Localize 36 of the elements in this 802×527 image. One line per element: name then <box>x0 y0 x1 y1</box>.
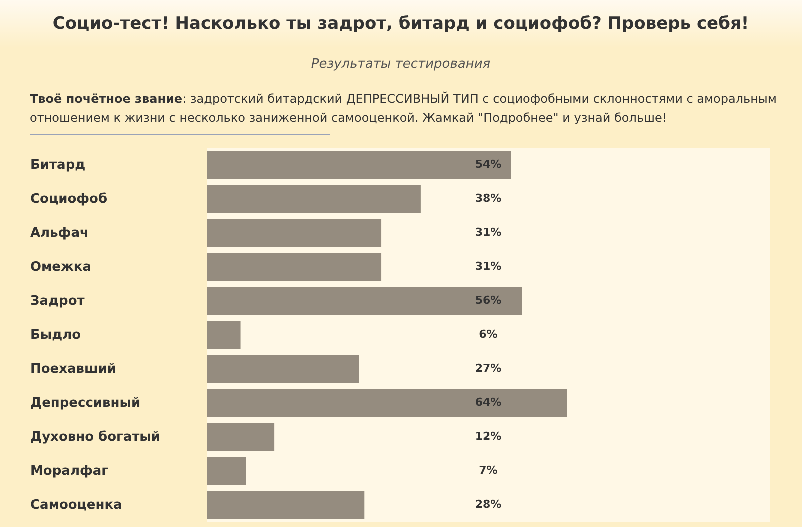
bar <box>207 389 568 417</box>
y-tick-label: Моралфаг <box>30 464 109 479</box>
bar <box>207 423 275 451</box>
data-label: 27% <box>475 362 502 375</box>
bar <box>207 321 241 349</box>
bar <box>207 185 421 213</box>
data-label: 56% <box>475 294 502 307</box>
y-tick-label: Самооценка <box>30 498 122 513</box>
bar <box>207 253 382 281</box>
chart-subtitle: Результаты тестирования <box>310 57 492 72</box>
chart-title: Социо-тест! Насколько ты задрот, битард и социофоб? Проверь себя! <box>52 14 750 34</box>
y-tick-label: Поехавший <box>30 362 117 377</box>
bar <box>207 491 365 519</box>
y-tick-label: Социофоб <box>30 192 108 207</box>
bar <box>207 151 512 179</box>
data-label: 28% <box>475 498 502 511</box>
y-tick-label: Битард <box>30 158 86 173</box>
y-tick-label: Задрот <box>30 294 86 309</box>
text: Твоё почётное звание: задротский битардский ДЕПРЕССИВНЫЙ ТИП с социофобными склонностями с аморальным отношением к жизни с несколько заниженной самооценкой. Жамкай "Подробнее" и узнай больше! <box>30 90 778 127</box>
data-label: 31% <box>475 226 502 239</box>
y-tick-label: Депрессивный <box>30 396 141 411</box>
bar <box>207 219 382 247</box>
bar <box>207 355 360 383</box>
data-label: 64% <box>475 396 502 409</box>
data-label: 7% <box>479 464 498 477</box>
data-label: 31% <box>475 260 502 273</box>
bar <box>207 457 246 485</box>
data-label: 6% <box>479 328 498 341</box>
data-label: 12% <box>475 430 502 443</box>
y-tick-label: Омежка <box>30 260 92 275</box>
bar <box>207 287 522 315</box>
data-label: 38% <box>475 192 502 205</box>
y-tick-label: Духовно богатый <box>30 430 161 445</box>
y-tick-label: Альфач <box>30 226 89 241</box>
y-tick-label: Быдло <box>30 328 82 343</box>
data-label: 54% <box>475 158 502 171</box>
